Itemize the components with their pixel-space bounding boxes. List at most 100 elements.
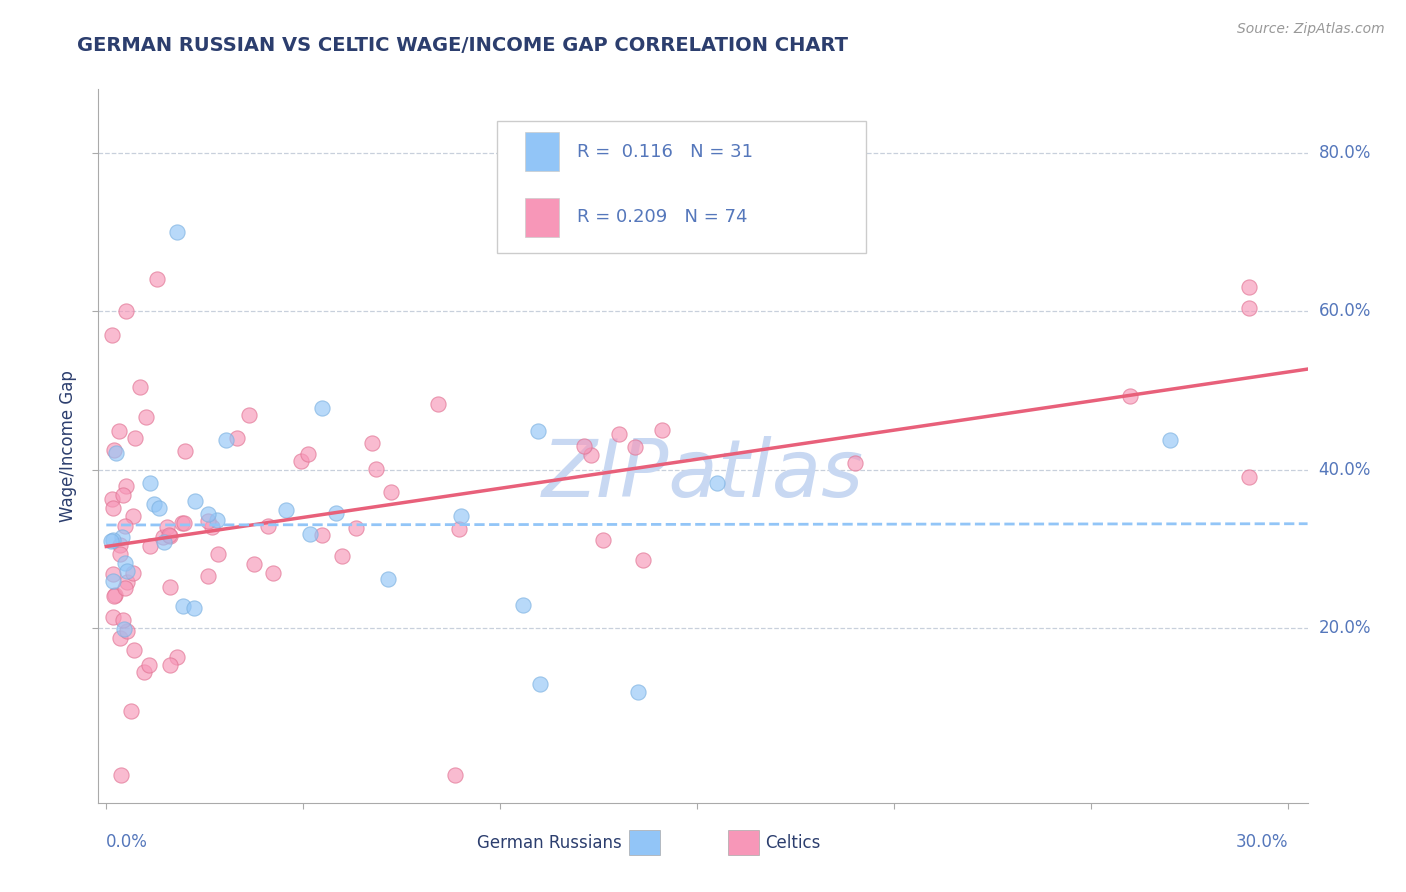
Point xyxy=(138,658,160,673)
Point xyxy=(706,475,728,490)
Text: Source: ZipAtlas.com: Source: ZipAtlas.com xyxy=(1237,22,1385,37)
Point xyxy=(172,599,194,613)
Point xyxy=(108,547,131,561)
Point xyxy=(572,439,595,453)
Point xyxy=(214,434,236,448)
Point xyxy=(114,519,136,533)
Point xyxy=(527,424,550,438)
Point xyxy=(159,580,181,594)
Point xyxy=(100,533,122,548)
Point xyxy=(226,431,249,445)
Point xyxy=(122,508,145,523)
Point xyxy=(256,518,278,533)
Point xyxy=(166,650,188,665)
Point xyxy=(103,566,125,581)
Text: R =  0.116   N = 31: R = 0.116 N = 31 xyxy=(578,143,754,161)
Point xyxy=(103,590,125,604)
Point xyxy=(627,685,650,699)
Point xyxy=(1237,301,1260,316)
Point xyxy=(120,704,142,718)
Point xyxy=(173,516,195,530)
Point xyxy=(377,572,399,586)
Text: R = 0.209   N = 74: R = 0.209 N = 74 xyxy=(578,209,748,227)
FancyBboxPatch shape xyxy=(526,198,560,237)
Text: 60.0%: 60.0% xyxy=(1319,302,1371,320)
Point xyxy=(159,529,181,543)
Point xyxy=(579,448,602,462)
Point xyxy=(325,507,347,521)
Point xyxy=(298,527,321,541)
Point xyxy=(156,520,179,534)
Point xyxy=(114,556,136,570)
Point xyxy=(651,423,673,437)
Point xyxy=(105,446,128,460)
Point xyxy=(201,520,224,534)
Point xyxy=(101,533,124,548)
Point xyxy=(101,491,124,506)
Point xyxy=(115,479,138,493)
Point xyxy=(110,538,132,552)
Point xyxy=(107,424,129,438)
Point xyxy=(172,516,194,531)
Point xyxy=(380,485,402,500)
Point xyxy=(592,533,614,547)
Point xyxy=(112,613,135,627)
Point xyxy=(153,535,176,549)
Point xyxy=(115,575,138,590)
Point xyxy=(512,598,534,612)
Point xyxy=(103,609,125,624)
Point xyxy=(146,272,169,286)
Point xyxy=(238,408,260,422)
Point xyxy=(152,530,174,544)
Point xyxy=(174,444,197,458)
Point xyxy=(449,523,471,537)
Point xyxy=(114,581,136,595)
Text: 40.0%: 40.0% xyxy=(1319,461,1371,479)
FancyBboxPatch shape xyxy=(498,121,866,253)
Point xyxy=(344,521,367,535)
Point xyxy=(1237,470,1260,484)
Text: Celtics: Celtics xyxy=(765,834,821,852)
Point xyxy=(311,401,333,416)
Point xyxy=(139,539,162,553)
Point xyxy=(361,435,384,450)
Point xyxy=(844,456,866,470)
Point xyxy=(115,304,138,318)
Point xyxy=(122,642,145,657)
Point xyxy=(103,443,125,458)
Point xyxy=(197,507,219,521)
Point xyxy=(1159,434,1181,448)
Point xyxy=(330,549,353,563)
Point xyxy=(243,557,266,571)
Point xyxy=(290,453,312,467)
Point xyxy=(142,497,165,511)
Point xyxy=(624,440,647,454)
Point xyxy=(311,528,333,542)
Text: 80.0%: 80.0% xyxy=(1319,144,1371,161)
Point xyxy=(159,657,181,672)
Text: 0.0%: 0.0% xyxy=(107,833,148,851)
Point xyxy=(101,574,124,588)
Point xyxy=(134,665,156,679)
Text: German Russians: German Russians xyxy=(478,834,621,852)
Point xyxy=(262,566,284,580)
Point xyxy=(366,461,388,475)
Point xyxy=(205,513,228,527)
Point xyxy=(197,569,219,583)
Point xyxy=(450,508,472,523)
Point xyxy=(274,502,297,516)
Point xyxy=(112,622,135,636)
Text: 20.0%: 20.0% xyxy=(1319,619,1371,638)
Point xyxy=(110,631,132,645)
Point xyxy=(100,328,122,343)
Point xyxy=(444,768,467,782)
Point xyxy=(103,588,125,602)
Point xyxy=(184,494,207,508)
Y-axis label: Wage/Income Gap: Wage/Income Gap xyxy=(59,370,77,522)
Point xyxy=(135,410,157,425)
Point xyxy=(183,601,205,615)
Point xyxy=(426,397,449,411)
Point xyxy=(148,501,170,516)
Point xyxy=(110,768,132,782)
Point xyxy=(122,566,145,581)
